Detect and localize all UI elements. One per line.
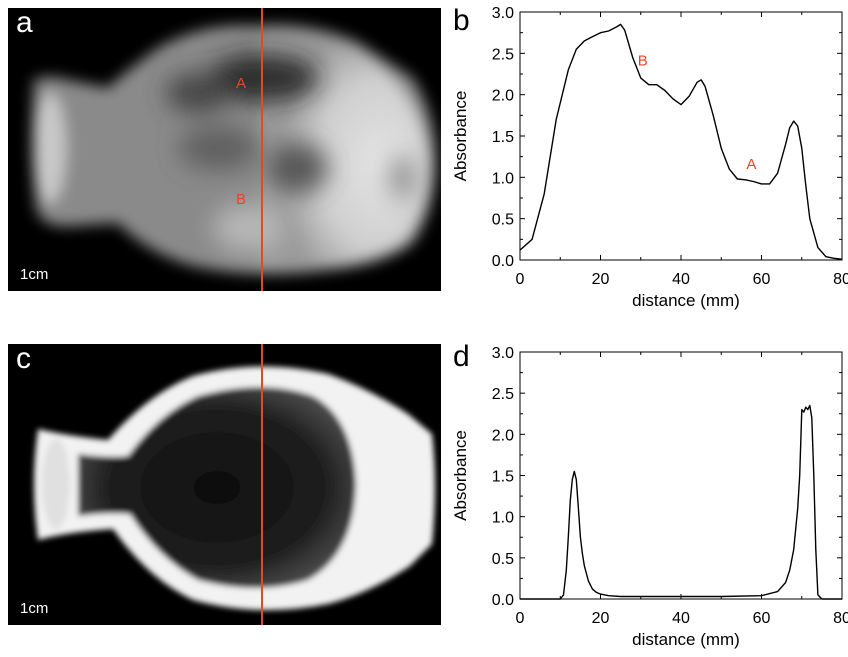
y-tick-label: 2.5 — [492, 46, 514, 63]
absorbance-chart-d: 0.0 0.5 1.0 1.5 2.0 2.5 3.0 0 20 40 60 80 distance (… — [451, 345, 848, 649]
y-tick-label: 1.0 — [492, 170, 514, 187]
chart-axes: 0.0 0.5 1.0 1.5 2.0 2.5 3.0 0 20 40 60 80 distance (… — [451, 345, 848, 649]
y-tick-label: 1.5 — [492, 469, 514, 486]
panel-letter-d: d — [453, 340, 470, 373]
vessel-shape-c — [34, 344, 435, 625]
x-tick-label: 60 — [753, 610, 771, 627]
y-tick-label: 3.0 — [492, 345, 514, 362]
y-tick-label: 0.5 — [492, 212, 514, 229]
panel-letter-b: b — [453, 4, 470, 37]
absorbance-trace — [520, 404, 842, 600]
region-annotation: B — [638, 53, 648, 70]
y-tick-label: 0.0 — [492, 253, 514, 270]
panel-letter-c: c — [16, 344, 31, 375]
y-tick-label: 2.0 — [492, 427, 514, 444]
chart-axes: 0.0 0.5 1.0 1.5 2.0 2.5 3.0 0 20 40 60 80 distance (… — [451, 5, 848, 310]
y-tick-label: 0.0 — [492, 592, 514, 609]
y-axis-label: Absorbance — [451, 430, 470, 521]
x-tick-label: 20 — [592, 610, 610, 627]
x-tick-label: 60 — [753, 271, 771, 288]
x-tick-label: 20 — [592, 271, 610, 288]
x-tick-label: 40 — [672, 271, 690, 288]
x-axis-label: distance (mm) — [632, 630, 740, 649]
scale-label-c: 1cm — [20, 600, 49, 617]
plot-frame — [519, 351, 843, 600]
scale-label-a: 1cm — [20, 266, 49, 283]
panel-letter-a: a — [16, 8, 33, 39]
x-tick-label: 0 — [516, 271, 525, 288]
x-axis-label: distance (mm) — [632, 291, 740, 310]
region-label-b: B — [236, 191, 246, 208]
x-tick-label: 80 — [833, 271, 848, 288]
y-tick-label: 3.0 — [492, 5, 514, 22]
absorbance-chart-b: 0.0 0.5 1.0 1.5 2.0 2.5 3.0 0 20 40 60 80 distance (… — [451, 5, 848, 310]
region-label-a: A — [236, 75, 246, 92]
absorbance-trace — [519, 23, 843, 260]
x-tick-label: 80 — [833, 610, 848, 627]
radiograph-image-c: c 1cm — [8, 344, 441, 625]
y-tick-label: 2.5 — [492, 386, 514, 403]
y-tick-label: 0.5 — [492, 551, 514, 568]
x-tick-label: 0 — [516, 610, 525, 627]
y-axis-label: Absorbance — [451, 91, 470, 182]
y-tick-label: 1.0 — [492, 510, 514, 527]
region-annotation: A — [746, 156, 756, 173]
y-tick-label: 1.5 — [492, 129, 514, 146]
plot-frame — [519, 11, 843, 261]
x-tick-label: 40 — [672, 610, 690, 627]
vessel-shape-a: A B — [32, 8, 437, 291]
y-tick-label: 2.0 — [492, 88, 514, 105]
radiograph-image-a: A B a 1cm — [8, 8, 441, 291]
